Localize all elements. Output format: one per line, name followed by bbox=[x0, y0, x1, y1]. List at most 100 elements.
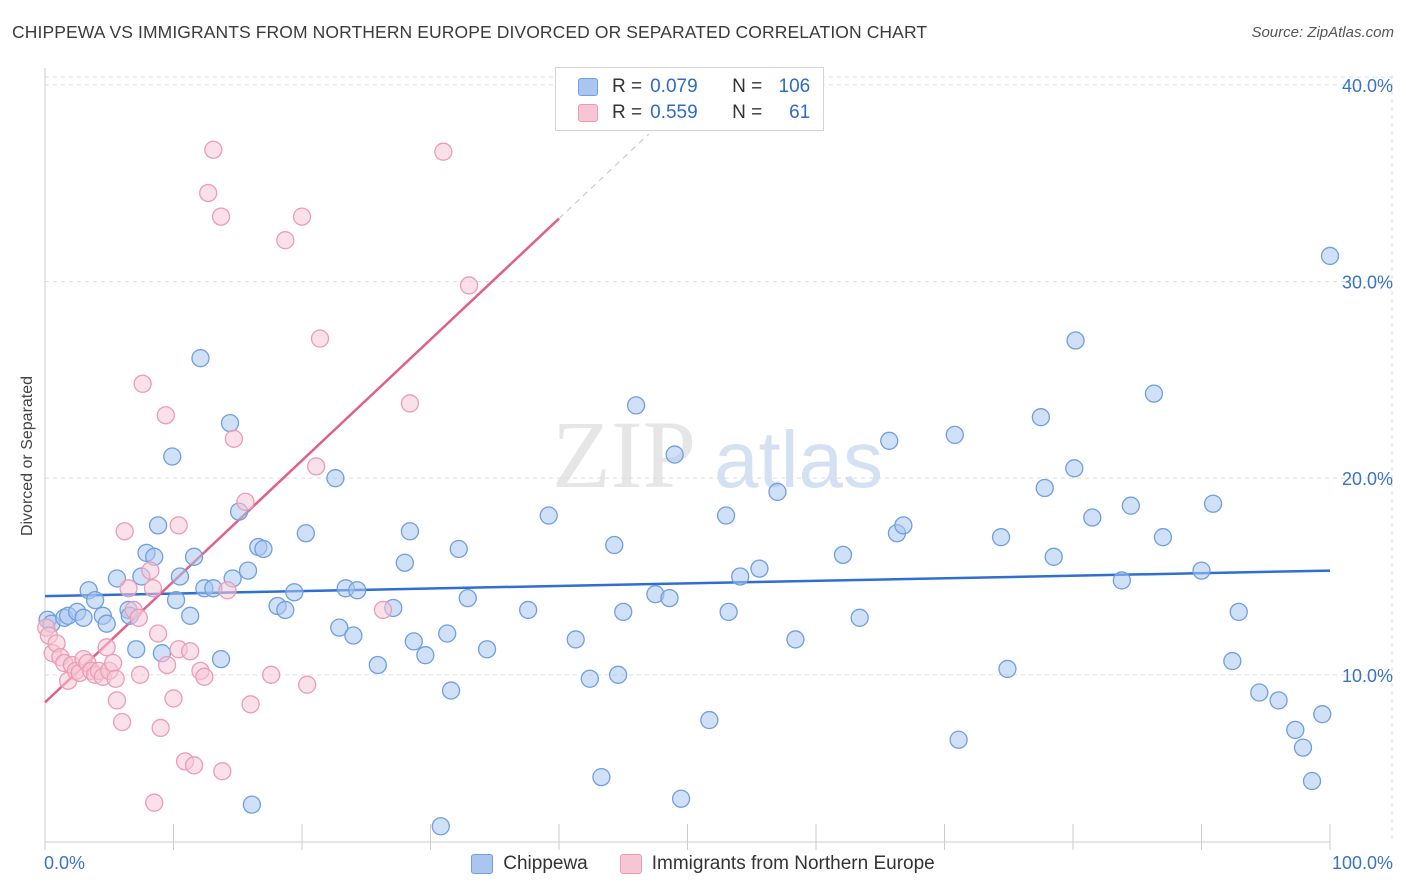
chippewa-point bbox=[1066, 331, 1085, 350]
chippewa-point bbox=[400, 522, 420, 541]
chippewa-point bbox=[276, 600, 295, 620]
northern-europe-point bbox=[169, 516, 188, 535]
chippewa-point bbox=[786, 630, 805, 649]
n-value: 61 bbox=[789, 102, 811, 123]
n-label: N = bbox=[732, 102, 763, 123]
chippewa-point bbox=[404, 632, 423, 651]
chippewa-point bbox=[181, 606, 200, 625]
chippewa-point bbox=[431, 817, 450, 836]
chippewa-point bbox=[1121, 496, 1140, 515]
chippewa-point bbox=[441, 681, 461, 700]
northern-europe-point bbox=[119, 579, 138, 598]
northern-europe-point bbox=[133, 374, 152, 393]
chippewa-point bbox=[1083, 508, 1102, 527]
chippewa-point bbox=[880, 431, 899, 450]
x-tick-label-min: 0.0% bbox=[44, 853, 85, 873]
northern-europe-point bbox=[199, 183, 218, 203]
northern-europe-point bbox=[107, 691, 127, 710]
chippewa-point bbox=[416, 646, 435, 665]
chippewa-point bbox=[166, 590, 186, 610]
chippewa-point bbox=[1250, 683, 1269, 702]
northern-europe-point bbox=[213, 762, 232, 781]
chippewa-point bbox=[191, 349, 210, 368]
chippewa-point bbox=[605, 535, 624, 555]
northern-europe-point bbox=[164, 689, 183, 708]
chippewa-point bbox=[220, 413, 240, 433]
chippewa-point bbox=[1223, 651, 1242, 671]
northern-europe-point bbox=[184, 756, 204, 775]
northern-europe-point bbox=[141, 561, 160, 580]
stats-legend: R = 0.079 N = 106 R = 0.559 N = 61 bbox=[555, 67, 824, 131]
chippewa-point bbox=[97, 614, 116, 633]
chippewa-point bbox=[719, 602, 738, 622]
chippewa-point bbox=[700, 710, 719, 730]
chippewa-point bbox=[949, 730, 968, 749]
northern-europe-point bbox=[204, 140, 223, 159]
chippewa-point bbox=[1269, 691, 1288, 710]
chippewa-point bbox=[1112, 571, 1131, 590]
r-label: R = bbox=[612, 102, 643, 123]
watermark: ZIP atlas bbox=[552, 401, 883, 508]
chippewa-point bbox=[74, 608, 93, 627]
northern-europe-trend-line bbox=[44, 217, 560, 704]
chippewa-point bbox=[211, 649, 231, 669]
chippewa-point bbox=[1192, 561, 1211, 580]
northern-europe-point bbox=[218, 581, 237, 600]
northern-europe-point bbox=[236, 492, 255, 511]
chippewa-point bbox=[539, 506, 558, 525]
chippewa-point bbox=[107, 569, 127, 588]
chippewa-point bbox=[731, 567, 750, 586]
chippewa-point bbox=[945, 425, 964, 445]
n-value: 106 bbox=[778, 76, 811, 97]
legend-label-northern-europe: Immigrants from Northern Europe bbox=[651, 853, 935, 874]
chippewa-point bbox=[449, 539, 468, 559]
chippewa-point bbox=[1313, 705, 1332, 724]
chippewa-point bbox=[1065, 459, 1084, 478]
chippewa-point bbox=[768, 482, 787, 502]
x-tick-label-max: 100.0% bbox=[1332, 853, 1393, 873]
chart-source: Source: ZipAtlas.com bbox=[1251, 24, 1394, 41]
northern-europe-point bbox=[241, 695, 260, 714]
northern-europe-point bbox=[106, 669, 125, 688]
northern-europe-swatch bbox=[578, 104, 598, 122]
chippewa-point bbox=[998, 659, 1017, 679]
northern-europe-point bbox=[129, 608, 148, 627]
chippewa-point bbox=[1286, 720, 1305, 740]
chippewa-point bbox=[344, 626, 363, 645]
chippewa-point bbox=[850, 608, 869, 627]
chippewa-point bbox=[438, 624, 457, 643]
northern-europe-point bbox=[276, 231, 295, 250]
northern-europe-point bbox=[292, 207, 312, 226]
northern-europe-point bbox=[151, 718, 170, 738]
chippewa-point bbox=[580, 669, 599, 688]
chippewa-point bbox=[184, 547, 204, 566]
chippewa-point bbox=[1044, 547, 1063, 566]
chippewa-point bbox=[238, 561, 258, 580]
r-value: 0.559 bbox=[650, 102, 698, 123]
chippewa-point bbox=[85, 590, 105, 610]
northern-europe-point bbox=[310, 329, 330, 348]
chippewa-point bbox=[326, 469, 345, 488]
northern-europe-point bbox=[195, 667, 214, 686]
chippewa-point bbox=[991, 528, 1011, 547]
chippewa-point bbox=[1144, 384, 1164, 403]
chippewa-point bbox=[671, 789, 691, 808]
chippewa-point bbox=[608, 665, 628, 684]
y-tick-label: 20.0% bbox=[1342, 469, 1393, 489]
chippewa-point bbox=[592, 767, 611, 787]
northern-europe-point bbox=[97, 638, 116, 657]
stats-legend-row-northern-europe: R = 0.559 N = 61 bbox=[578, 101, 810, 125]
legend-item-northern-europe: Immigrants from Northern Europe bbox=[619, 853, 935, 875]
northern-europe-point bbox=[306, 457, 326, 476]
northern-europe-point bbox=[103, 653, 123, 673]
chippewa-point bbox=[127, 640, 146, 659]
northern-europe-point bbox=[373, 600, 393, 620]
chippewa-point bbox=[330, 618, 349, 637]
northern-europe-point bbox=[115, 522, 134, 541]
y-tick-label: 40.0% bbox=[1342, 76, 1393, 96]
chippewa-point bbox=[1031, 408, 1051, 427]
northern-europe-point bbox=[224, 429, 244, 448]
chippewa-point bbox=[566, 630, 585, 649]
chippewa-point bbox=[170, 567, 190, 586]
